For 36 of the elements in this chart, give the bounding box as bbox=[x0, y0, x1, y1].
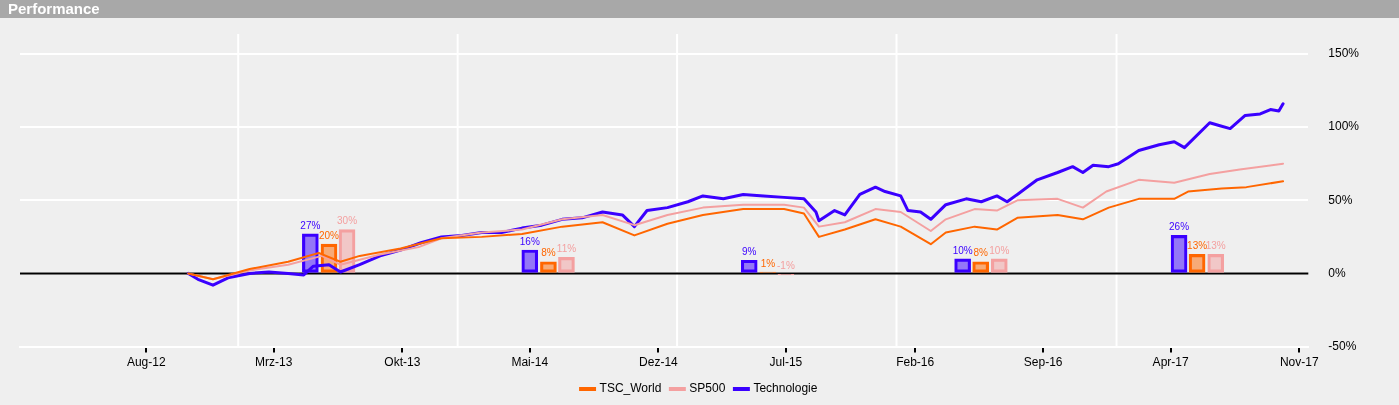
data-label: 8% bbox=[541, 247, 556, 259]
data-label: 10% bbox=[989, 244, 1010, 256]
x-tick-label: Jul-15 bbox=[769, 355, 803, 370]
data-label: 10% bbox=[952, 244, 973, 256]
legend-label: TSC_World bbox=[599, 381, 662, 396]
bar bbox=[521, 249, 539, 273]
y-tick-label: -50% bbox=[1328, 338, 1357, 353]
x-tick-label: Nov-17 bbox=[1279, 355, 1319, 370]
bar bbox=[1170, 235, 1188, 273]
x-tick-label: Dez-14 bbox=[639, 355, 679, 370]
x-tick-label: Feb-16 bbox=[896, 355, 935, 370]
legend-label: Technologie bbox=[753, 381, 818, 396]
chart-title: Performance bbox=[0, 0, 1399, 18]
data-label: 27% bbox=[300, 219, 321, 231]
x-tick-label: Mrz-13 bbox=[255, 355, 293, 370]
data-label: 13% bbox=[1205, 240, 1226, 252]
data-label: 8% bbox=[973, 247, 989, 259]
data-label: 1% bbox=[760, 257, 776, 269]
x-tick-label: Mai-14 bbox=[511, 355, 549, 370]
y-tick-label: 100% bbox=[1328, 119, 1360, 134]
x-tick-label: Sep-16 bbox=[1023, 355, 1063, 370]
y-tick-label: 50% bbox=[1328, 192, 1353, 207]
legend-label: SP500 bbox=[689, 381, 726, 396]
data-label: 16% bbox=[519, 235, 540, 247]
data-label: -1% bbox=[776, 260, 795, 272]
x-tick-label: Okt-13 bbox=[384, 355, 421, 370]
data-label: 13% bbox=[1187, 240, 1208, 252]
data-label: 20% bbox=[318, 229, 340, 241]
data-label: 30% bbox=[337, 215, 358, 227]
data-label: 11% bbox=[556, 243, 577, 255]
data-label: 26% bbox=[1169, 221, 1190, 233]
x-tick-label: Aug-12 bbox=[126, 355, 166, 370]
x-tick-label: Apr-17 bbox=[1152, 355, 1189, 370]
data-label: 9% bbox=[741, 246, 757, 258]
y-tick-label: 0% bbox=[1328, 265, 1346, 280]
y-tick-label: 150% bbox=[1328, 46, 1360, 61]
